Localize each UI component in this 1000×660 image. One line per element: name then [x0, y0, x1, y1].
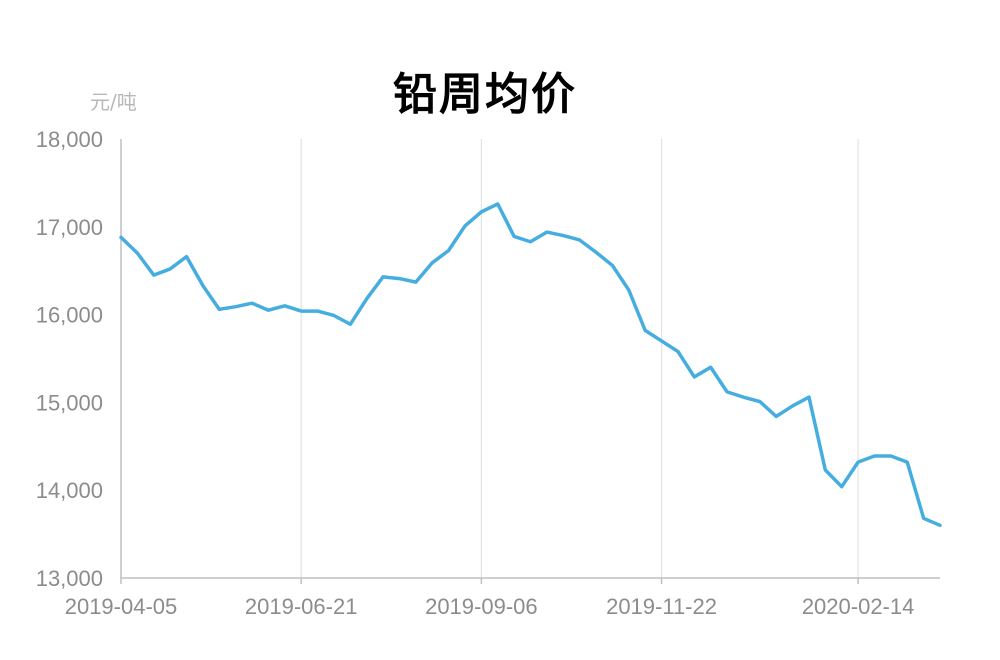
series-line-0: [119, 202, 942, 528]
y-tick-label: 14,000: [36, 478, 103, 503]
y-tick-label: 16,000: [36, 303, 103, 328]
series-layer: [119, 202, 942, 528]
axes: [120, 139, 940, 584]
x-tick-label: 2019-09-06: [425, 594, 538, 619]
x-tick-label: 2019-06-21: [245, 594, 358, 619]
y-axis-tick-labels: 13,000 14,000 15,000 16,000 17,000 18,000: [36, 127, 103, 591]
x-tick-label: 2019-04-05: [65, 594, 178, 619]
x-tick-label: 2019-11-22: [606, 594, 717, 619]
x-axis-tick-labels: 2019-04-05 2019-06-21 2019-09-06 2019-11-22…: [65, 594, 915, 619]
y-axis-unit: 元/吨: [90, 90, 137, 114]
y-tick-label: 13,000: [36, 566, 103, 591]
y-tick-label: 17,000: [36, 215, 103, 240]
y-tick-label: 18,000: [36, 127, 103, 152]
y-tick-label: 15,000: [36, 390, 103, 415]
grid-lines: [300, 139, 859, 578]
chart-title: 铅周均价: [393, 69, 577, 120]
x-tick-label: 2020-02-14: [802, 594, 915, 619]
